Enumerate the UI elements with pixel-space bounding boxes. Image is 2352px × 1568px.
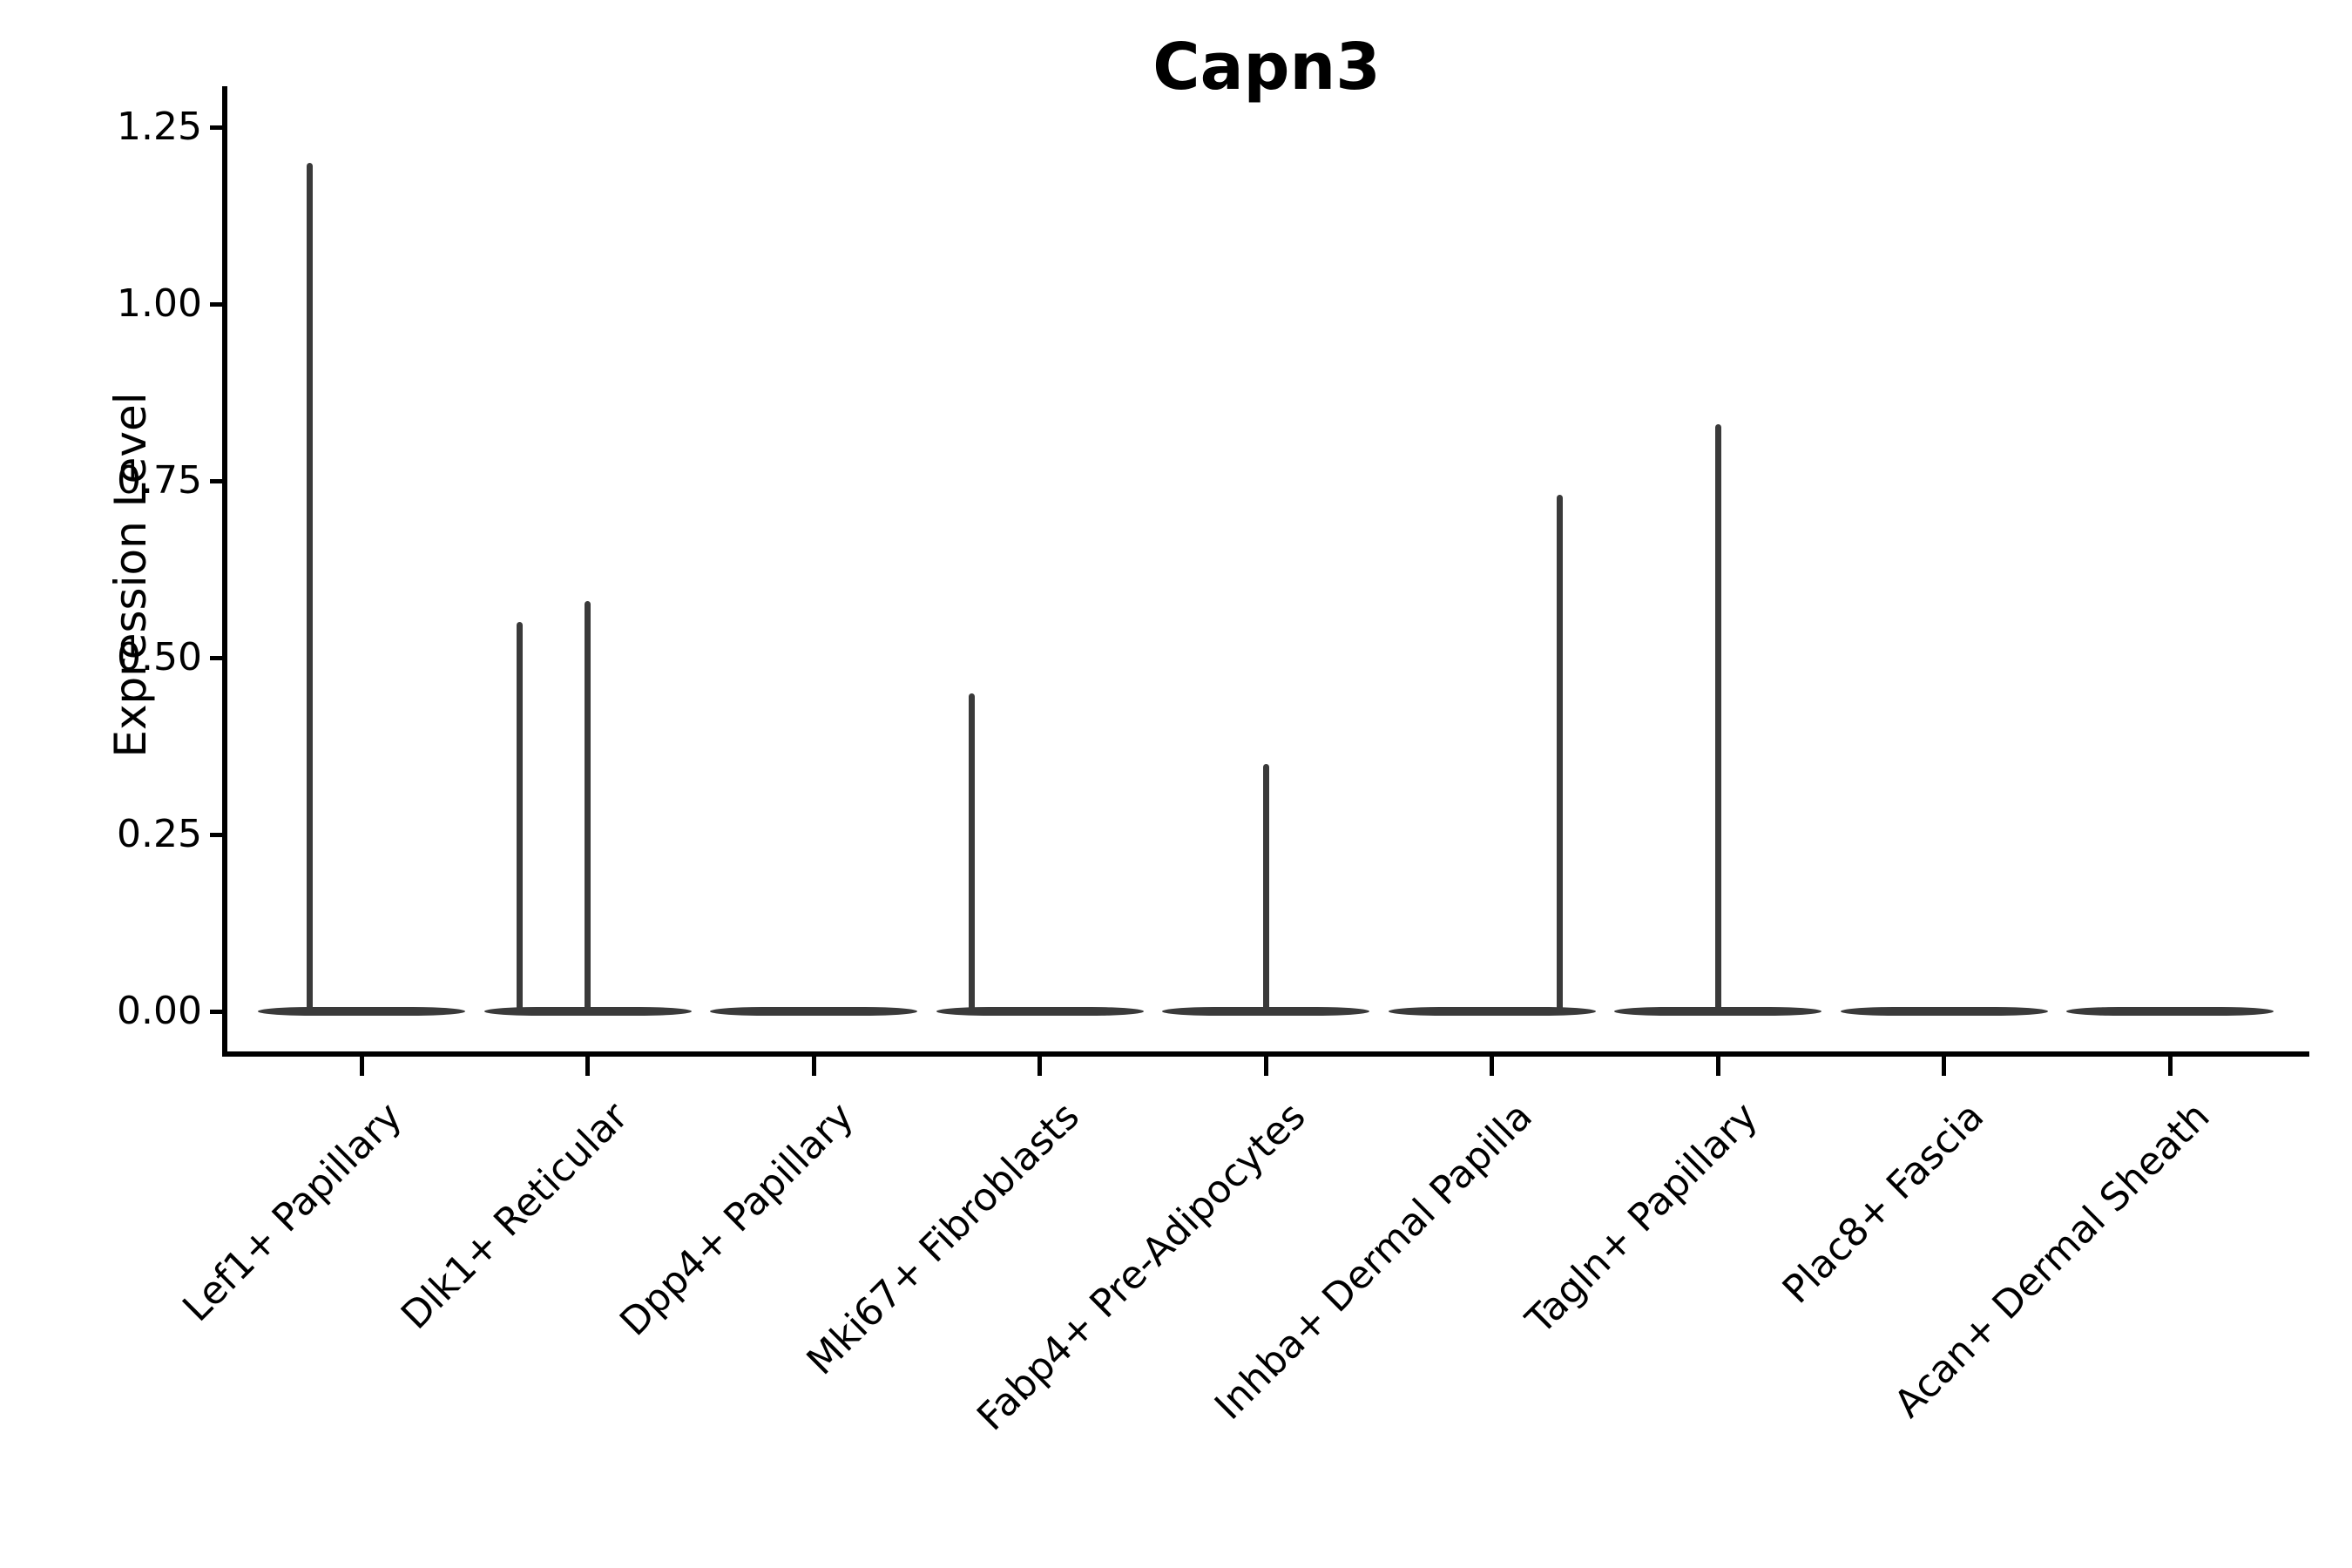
x-tick-mark (1037, 1057, 1042, 1076)
y-tick-mark (210, 832, 224, 837)
y-axis-spine (222, 86, 227, 1057)
violin-spike (1556, 495, 1563, 1014)
violin-spike (1714, 424, 1721, 1014)
y-tick-label: 0.00 (117, 989, 202, 1033)
x-axis-category-label: Plac8+ Fascia (1774, 1093, 1993, 1313)
y-tick-label: 0.50 (117, 635, 202, 679)
x-axis-category-label: Tagln+ Papillary (1517, 1093, 1767, 1343)
violin-spike (585, 601, 591, 1014)
y-tick-mark (210, 478, 224, 483)
x-tick-mark (359, 1057, 364, 1076)
violin-spike (969, 693, 976, 1014)
y-tick-mark (210, 655, 224, 660)
violin-body (2066, 1007, 2274, 1016)
x-axis-category-label: Lef1+ Papillary (173, 1093, 410, 1330)
x-tick-mark (1263, 1057, 1268, 1076)
x-tick-mark (585, 1057, 590, 1076)
x-axis-spine (222, 1051, 2309, 1057)
x-tick-mark (1942, 1057, 1946, 1076)
y-tick-label: 0.25 (117, 812, 202, 856)
violin-body (258, 1007, 465, 1016)
violin-spike (1262, 763, 1269, 1014)
x-axis-category-label: Dpp4+ Papillary (612, 1093, 862, 1345)
y-tick-mark (210, 1009, 224, 1014)
x-tick-mark (1490, 1057, 1494, 1076)
y-tick-label: 1.00 (117, 281, 202, 326)
y-axis-title: Expression Level (105, 392, 156, 758)
violin-body (710, 1007, 917, 1016)
violin-body (1388, 1007, 1596, 1016)
y-tick-label: 0.75 (117, 458, 202, 503)
plot-title: Capn3 (1152, 30, 1381, 105)
x-tick-mark (1715, 1057, 1720, 1076)
violin-spike (306, 162, 313, 1014)
x-axis-category-label: Dlk1+ Reticular (392, 1093, 637, 1338)
y-tick-label: 1.25 (117, 105, 202, 149)
violin-body (936, 1007, 1144, 1016)
x-tick-mark (2167, 1057, 2173, 1076)
x-tick-mark (811, 1057, 816, 1076)
violin-body (1840, 1007, 2048, 1016)
y-tick-mark (210, 125, 224, 130)
violin-spike (517, 622, 524, 1014)
y-tick-mark (210, 301, 224, 307)
